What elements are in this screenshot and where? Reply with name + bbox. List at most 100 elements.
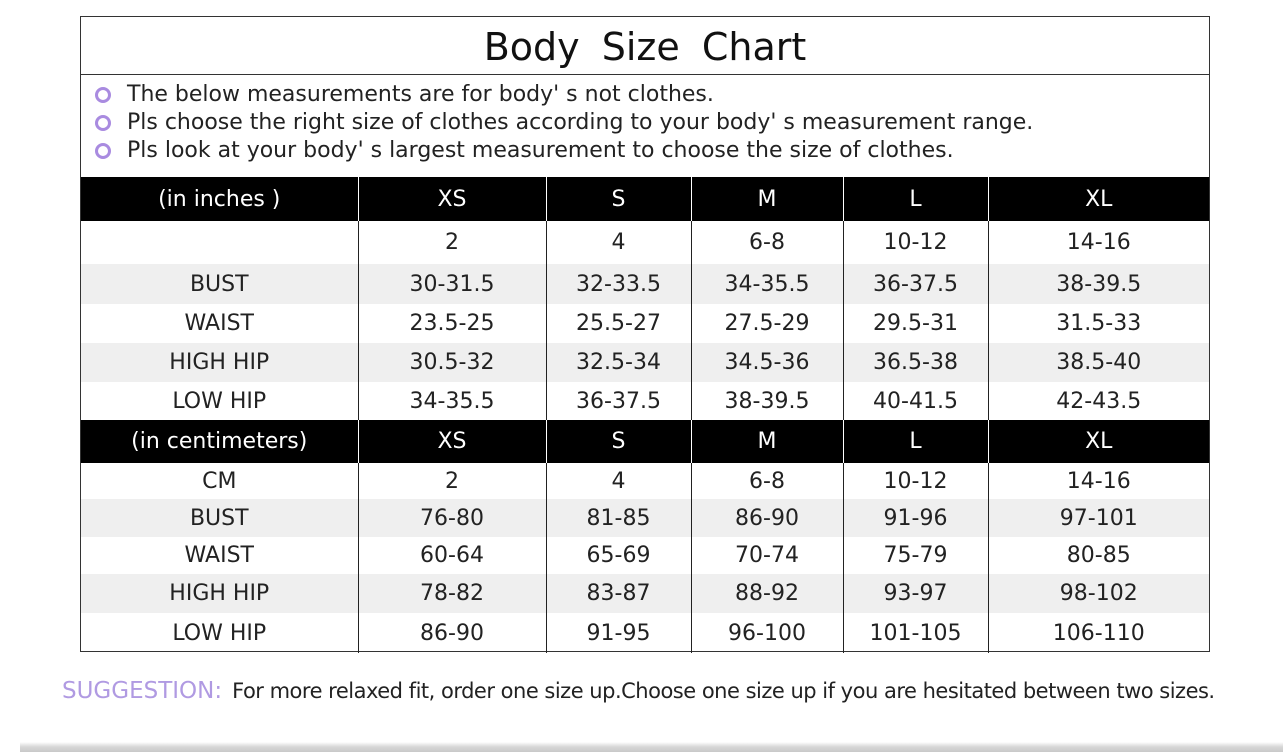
header-row: (in centimeters) XS S M L XL [81,420,1209,463]
measurement-label: WAIST [184,543,255,568]
measurement-label: BUST [81,264,358,304]
size-value: 6-8 [690,463,843,499]
table-row: WAIST 23.5-25 25.5-27 27.5-29 29.5-31 31.5-33 [81,304,1209,343]
note-text: The below measurements are for body' s n… [127,82,714,107]
size-value: 34-35.5 [690,264,843,304]
measurement-label: BUST [81,499,358,537]
size-value: 97-101 [987,499,1209,537]
size-value: 88-92 [690,574,843,613]
size-header: M [690,177,843,221]
measurement-label: LOW HIP [172,620,267,646]
measurement-label: WAIST [184,311,255,336]
size-value: 29.5-31 [842,304,988,343]
size-header: XS [357,177,546,221]
size-header: L [842,420,988,463]
chart-title: Body Size Chart [81,17,1209,75]
size-value: 83-87 [545,574,691,613]
table-row: 2 4 6-8 10-12 14-16 [81,221,1209,264]
size-value: 32.5-34 [545,343,691,382]
size-value: 10-12 [842,221,988,264]
size-header: M [690,420,843,463]
size-value: 80-85 [987,537,1209,574]
note-text: Pls look at your body' s largest measure… [127,138,954,163]
measurement-label: CM [202,468,237,494]
size-value: 65-69 [545,537,691,574]
size-value: 86-90 [357,613,546,653]
size-value: 25.5-27 [545,304,691,343]
size-value: 101-105 [842,613,988,653]
size-value: 31.5-33 [987,304,1209,343]
size-value: 106-110 [987,613,1209,653]
size-value: 96-100 [690,613,843,653]
circle-bullet-icon [95,115,111,131]
note-item: Pls look at your body' s largest measure… [95,137,1209,165]
size-value: 91-96 [842,499,988,537]
bottom-shadow [20,742,1283,752]
note-text: Pls choose the right size of clothes acc… [127,110,1034,135]
size-value: 30.5-32 [357,343,546,382]
table-row: BUST 76-80 81-85 86-90 91-96 97-101 [81,499,1209,537]
table-row: BUST 30-31.5 32-33.5 34-35.5 36-37.5 38-39.5 [81,264,1209,304]
size-value: 30-31.5 [357,264,546,304]
measurement-label [81,221,358,264]
size-value: 36.5-38 [842,343,988,382]
size-value: 14-16 [987,221,1209,264]
size-value: 6-8 [690,221,843,264]
size-value: 98-102 [987,574,1209,613]
note-item: Pls choose the right size of clothes acc… [95,109,1209,137]
size-value: 32-33.5 [545,264,691,304]
table-row: CM 2 4 6-8 10-12 14-16 [81,463,1209,499]
size-value: 42-43.5 [987,382,1209,420]
table-row: HIGH HIP 30.5-32 32.5-34 34.5-36 36.5-38 38.5… [81,343,1209,382]
size-table: (in inches ) XS S M L XL 2 4 6-8 10-12 14-16 BUST 30… [81,177,1209,653]
table-row: LOW HIP 86-90 91-95 96-100 101-105 106-110 [81,613,1209,653]
size-value: 23.5-25 [357,304,546,343]
size-header: XS [357,420,546,463]
size-value: 78-82 [357,574,546,613]
size-chart: Body Size Chart The below measurements a… [80,16,1210,653]
size-value: 60-64 [357,537,546,574]
size-header: S [545,420,691,463]
size-value: 93-97 [842,574,988,613]
size-value: 34.5-36 [690,343,843,382]
suggestion-label: SUGGESTION: [62,678,223,704]
size-value: 38.5-40 [987,343,1209,382]
size-value: 27.5-29 [690,304,843,343]
size-header: L [842,177,988,221]
unit-header: (in centimeters) [81,420,358,463]
size-value: 14-16 [987,463,1209,499]
suggestion: SUGGESTION: For more relaxed fit, order o… [62,678,1215,704]
size-header: S [545,177,691,221]
suggestion-text: For more relaxed fit, order one size up.… [232,679,1215,703]
measurement-label: HIGH HIP [81,574,358,613]
size-value: 86-90 [690,499,843,537]
size-value: 76-80 [357,499,546,537]
table-row: HIGH HIP 78-82 83-87 88-92 93-97 98-102 [81,574,1209,613]
size-value: 75-79 [842,537,988,574]
measurement-label: LOW HIP [172,388,267,414]
header-row: (in inches ) XS S M L XL [81,177,1209,221]
circle-bullet-icon [95,87,111,103]
size-header: XL [987,420,1209,463]
size-value: 70-74 [690,537,843,574]
unit-header: (in inches ) [81,177,358,221]
size-value: 91-95 [545,613,691,653]
size-header: XL [987,177,1209,221]
table-row: WAIST 60-64 65-69 70-74 75-79 80-85 [81,537,1209,574]
size-value: 40-41.5 [842,382,988,420]
note-item: The below measurements are for body' s n… [95,81,1209,109]
size-value: 38-39.5 [690,382,843,420]
measurement-label: HIGH HIP [81,343,358,382]
size-value: 34-35.5 [357,382,546,420]
size-value: 2 [357,463,546,499]
size-value: 38-39.5 [987,264,1209,304]
size-value: 36-37.5 [545,382,691,420]
size-value: 81-85 [545,499,691,537]
size-value: 2 [357,221,546,264]
notes-list: The below measurements are for body' s n… [81,75,1209,177]
table-row: LOW HIP 34-35.5 36-37.5 38-39.5 40-41.5 42-43… [81,382,1209,420]
size-value: 4 [545,221,691,264]
size-value: 4 [545,463,691,499]
size-value: 10-12 [842,463,988,499]
size-value: 36-37.5 [842,264,988,304]
